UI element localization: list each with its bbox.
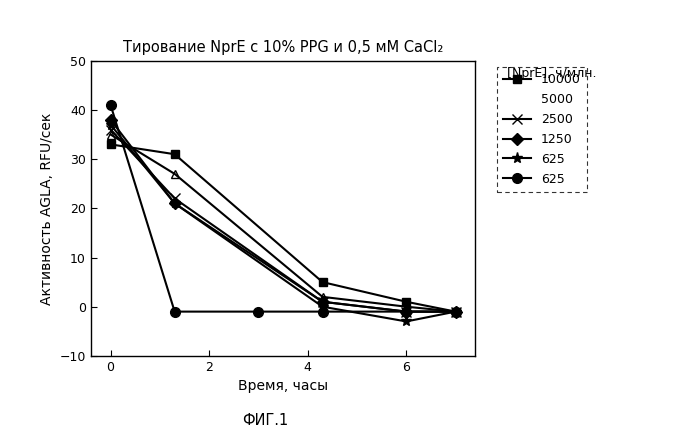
10000 xyxy=(402,299,410,304)
625 xyxy=(318,304,326,309)
625 xyxy=(318,309,326,314)
625 xyxy=(106,122,115,127)
625 xyxy=(452,309,460,314)
2500 xyxy=(452,309,460,314)
5000 xyxy=(402,304,410,309)
625 xyxy=(171,201,179,206)
Title: Тирование NprE с 10% PPG и 0,5 мМ CaCl₂: Тирование NprE с 10% PPG и 0,5 мМ CaCl₂ xyxy=(123,40,443,56)
1250 xyxy=(402,309,410,314)
5000 xyxy=(452,309,460,314)
Y-axis label: Активность AGLA, RFU/сек: Активность AGLA, RFU/сек xyxy=(40,112,54,305)
Text: [NprE], ч/млн.: [NprE], ч/млн. xyxy=(507,67,596,80)
5000 xyxy=(171,171,179,177)
Line: 1250: 1250 xyxy=(106,115,460,316)
5000 xyxy=(106,132,115,137)
2500 xyxy=(171,196,179,201)
10000 xyxy=(171,151,179,157)
625 xyxy=(402,309,410,314)
1250 xyxy=(171,201,179,206)
2500 xyxy=(318,299,326,304)
625 xyxy=(452,309,460,314)
Line: 625: 625 xyxy=(106,100,461,316)
Line: 2500: 2500 xyxy=(106,125,461,316)
625 xyxy=(171,309,179,314)
2500 xyxy=(402,309,410,314)
625 xyxy=(254,309,263,314)
X-axis label: Время, часы: Время, часы xyxy=(238,379,328,393)
Text: ФИГ.1: ФИГ.1 xyxy=(243,413,289,428)
1250 xyxy=(452,309,460,314)
2500 xyxy=(106,127,115,132)
625 xyxy=(106,102,115,108)
Legend: 10000, 5000, 2500, 1250, 625, 625: 10000, 5000, 2500, 1250, 625, 625 xyxy=(497,67,587,192)
Line: 10000: 10000 xyxy=(106,140,460,316)
Line: 5000: 5000 xyxy=(106,130,460,316)
10000 xyxy=(452,309,460,314)
Line: 625: 625 xyxy=(105,119,461,327)
10000 xyxy=(106,142,115,147)
10000 xyxy=(318,279,326,285)
1250 xyxy=(106,117,115,122)
5000 xyxy=(318,294,326,299)
1250 xyxy=(318,299,326,304)
625 xyxy=(402,319,410,324)
